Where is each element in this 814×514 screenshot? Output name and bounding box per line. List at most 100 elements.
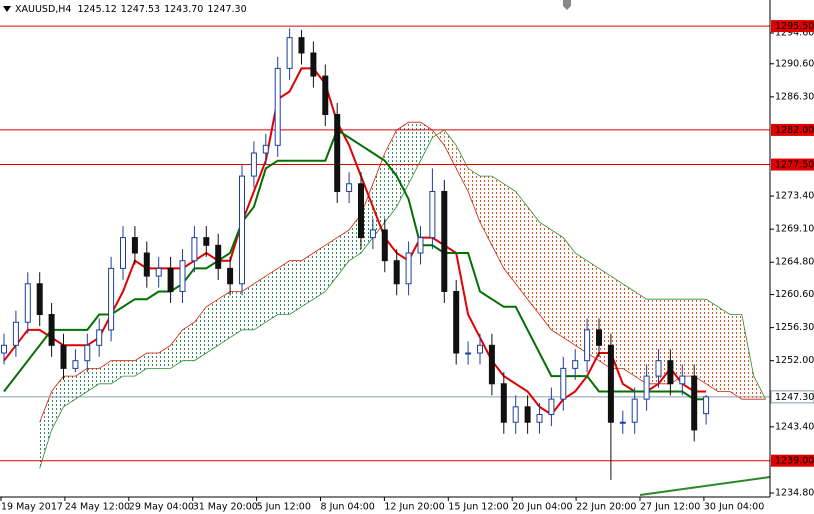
y-tick-label: 1290.60 — [775, 58, 814, 69]
x-tick-label: 19 May 2017 — [1, 502, 63, 513]
y-tick-label: 1286.30 — [775, 91, 814, 102]
candle-body — [143, 252, 150, 277]
ohlc-close: 1247.30 — [207, 4, 246, 15]
candle-body — [655, 360, 662, 377]
cloud-segment — [551, 229, 564, 338]
cloud-segment — [408, 122, 421, 184]
candle-body — [250, 152, 257, 177]
candle-body — [48, 314, 55, 346]
candle-body — [393, 260, 400, 285]
cloud-segment — [456, 145, 469, 192]
candle-body — [108, 267, 115, 331]
shift-marker[interactable] — [563, 0, 571, 10]
cloud-segment — [527, 206, 540, 315]
cloud-segment — [123, 360, 135, 377]
candle-body — [417, 237, 424, 254]
x-tick-label: 30 Jun 04:00 — [704, 502, 764, 513]
cloud-segment — [313, 245, 326, 300]
cloud-segment — [194, 306, 207, 361]
candle-body — [274, 67, 281, 146]
cloud-segment — [51, 376, 64, 430]
candle-body — [322, 75, 329, 116]
candle-body — [429, 190, 436, 239]
cloud-segment — [420, 122, 433, 161]
candle-body — [500, 383, 507, 423]
cloud-segment — [741, 314, 754, 400]
candle-body — [215, 244, 222, 269]
candle-body — [131, 237, 138, 254]
cloud-segment — [444, 129, 457, 169]
cloud-segment — [265, 268, 278, 323]
candle-body — [346, 183, 353, 192]
candle-body — [96, 329, 103, 346]
level-label: 1282.00 — [775, 125, 814, 136]
cloud-segment — [682, 299, 695, 377]
candle-body — [72, 360, 79, 369]
menu-triangle[interactable] — [3, 6, 11, 12]
x-tick-label: 29 May 04:00 — [129, 502, 194, 513]
cloud-segment — [539, 222, 552, 330]
ohlc-high: 1247.53 — [121, 4, 160, 15]
candle-body — [572, 360, 579, 369]
level-label: 1277.50 — [775, 160, 814, 171]
cloud-segment — [289, 260, 302, 315]
candle-body — [203, 237, 210, 246]
candle-body — [12, 321, 19, 346]
cloud-segment — [39, 391, 52, 469]
candle-body — [381, 229, 388, 262]
candle-body — [286, 37, 293, 69]
candle-body — [691, 375, 698, 431]
cloud-segment — [218, 291, 231, 346]
candle-body — [619, 421, 626, 424]
candle-body — [120, 237, 126, 269]
x-tick-label: 31 May 20:00 — [193, 502, 258, 513]
ohlc-low: 1243.70 — [164, 4, 203, 15]
level-label-box — [771, 20, 814, 33]
cloud-segment — [563, 237, 576, 346]
candle-body — [358, 183, 364, 239]
candle-body — [584, 329, 591, 362]
candle-body — [488, 344, 495, 385]
candle-body — [191, 237, 198, 262]
cloud-segment — [706, 299, 718, 392]
candle-body — [84, 344, 91, 362]
candle-body — [262, 144, 269, 154]
cloud-segment — [87, 368, 100, 392]
candle-body — [441, 190, 448, 292]
cloud-segment — [182, 322, 195, 361]
level-label: 1239.00 — [775, 456, 814, 467]
candle-body — [167, 267, 174, 292]
candle-body — [334, 114, 341, 192]
cloud-segment — [277, 260, 290, 315]
candle-body — [60, 344, 67, 369]
cloud-segment — [242, 283, 254, 330]
cloud-segment — [230, 291, 242, 338]
y-tick-label: 1269.10 — [775, 224, 814, 235]
cloud-segment — [432, 129, 445, 146]
cloud-segment — [384, 129, 397, 223]
cloud-segment — [503, 183, 516, 284]
y-tick-label: 1294.60 — [775, 28, 814, 39]
cloud-segment — [325, 237, 338, 292]
candle-body — [369, 229, 376, 239]
candle-body — [36, 283, 43, 316]
trendline — [639, 476, 771, 496]
candle-body — [536, 414, 543, 423]
current-price-label: 1247.30 — [775, 392, 814, 403]
candle-body — [607, 344, 614, 423]
indicator-line — [3, 128, 707, 401]
cloud-segment — [575, 253, 588, 353]
x-tick-label: 12 Jun 20:00 — [384, 502, 444, 513]
cloud-segment — [63, 376, 76, 407]
cloud-segment — [729, 314, 742, 400]
y-tick-label: 1234.80 — [775, 488, 814, 499]
y-tick-label: 1243.40 — [775, 421, 814, 432]
indicator-line — [3, 67, 707, 416]
y-tick-label: 1260.60 — [775, 289, 814, 300]
candle-body — [560, 367, 567, 400]
x-tick-label: 27 Jun 12:00 — [640, 502, 700, 513]
cloud-segment — [491, 176, 504, 269]
y-tick-label: 1273.40 — [775, 191, 814, 202]
cloud-segment — [622, 283, 635, 377]
y-tick-label: 1264.80 — [775, 257, 814, 268]
